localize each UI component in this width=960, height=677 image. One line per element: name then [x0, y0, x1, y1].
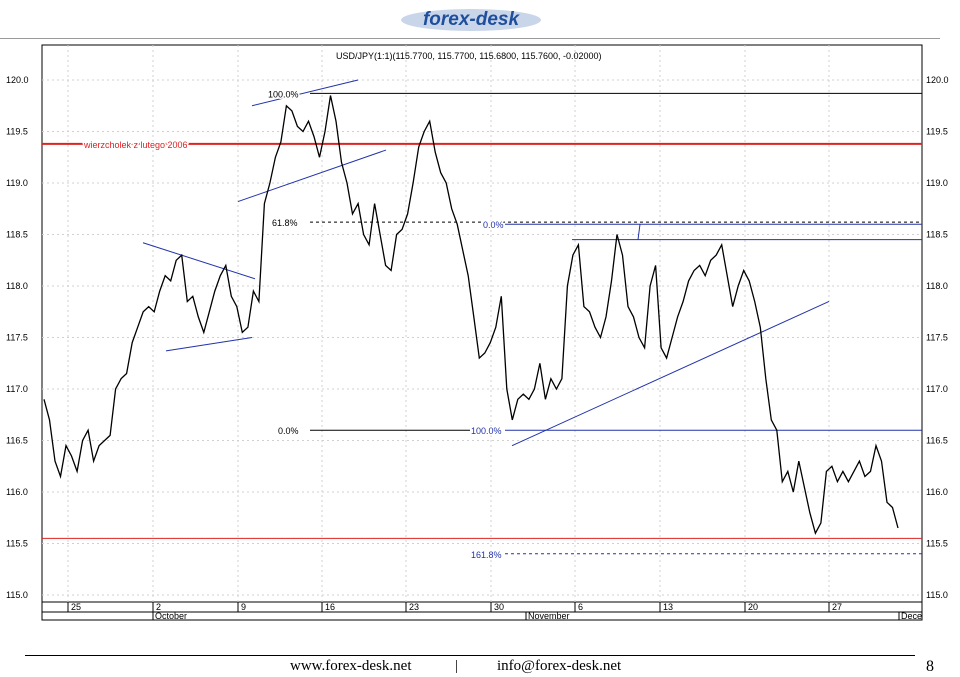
y-tick-label-right: 115.5: [926, 539, 948, 549]
y-tick-label-right: 118.0: [926, 281, 948, 291]
annotation-label: 161.8%: [471, 550, 502, 560]
y-tick-label-right: 116.0: [926, 487, 948, 497]
annotation-label: 100.0%: [471, 426, 502, 436]
month-label: Dece: [901, 611, 922, 621]
rising-support-trendline: [511, 300, 830, 447]
x-tick-label: 13: [663, 602, 673, 612]
footer-separator: |: [455, 658, 459, 674]
annotation-label: 0.0%: [278, 426, 299, 436]
footer-website[interactable]: www.forex-desk.net: [290, 658, 412, 674]
x-tick-label: 20: [748, 602, 758, 612]
plot-frame: [41, 44, 923, 621]
x-tick-label: 6: [578, 602, 583, 612]
header-rule: [0, 38, 940, 39]
y-tick-label-left: 117.5: [6, 333, 28, 343]
footer-email[interactable]: info@forex-desk.net: [497, 658, 622, 674]
peak-marker: [637, 224, 641, 240]
x-tick-label: 25: [71, 602, 81, 612]
y-tick-label-left: 118.5: [6, 230, 28, 240]
annotation-label: 61.8%: [272, 218, 298, 228]
y-tick-label-right: 119.5: [926, 127, 948, 137]
y-tick-label-right: 115.0: [926, 590, 948, 600]
y-tick-label-left: 116.5: [6, 436, 28, 446]
y-tick-label-right: 117.5: [926, 333, 948, 343]
forex-desk-logo: forex-desk: [401, 9, 541, 31]
annotation-label: 0.0%: [483, 220, 504, 230]
x-tick-label: 27: [832, 602, 842, 612]
price-line: [43, 95, 899, 535]
x-tick-label: 16: [325, 602, 335, 612]
x-tick-label: 23: [409, 602, 419, 612]
logo-text: forex-desk: [423, 9, 521, 30]
y-tick-label-right: 116.5: [926, 436, 948, 446]
y-tick-label-left: 117.0: [6, 384, 28, 394]
y-tick-label-right: 119.0: [926, 178, 948, 188]
y-tick-label-left: 115.0: [6, 590, 28, 600]
channel-upper-trendline: [251, 79, 359, 107]
month-label: November: [528, 611, 570, 621]
y-tick-label-left: 119.0: [6, 178, 28, 188]
annotation-label: wierzcholek z lutego 2006: [83, 140, 188, 150]
y-tick-label-left: 118.0: [6, 281, 28, 291]
usdjpy-chart: 115.0 115.0 115.5 115.5 116.0 116.0 116.5 116.5…: [6, 44, 949, 621]
triangle-upper-trendline: [142, 242, 256, 280]
annotation-label: 100.0%: [268, 89, 299, 99]
footer-rule: [25, 655, 915, 656]
x-tick-label: 9: [241, 602, 246, 612]
x-tick-label: 30: [494, 602, 504, 612]
y-tick-label-right: 118.5: [926, 230, 948, 240]
y-tick-label-left: 116.0: [6, 487, 28, 497]
chart-title: USD/JPY(1:1)(115.7700, 115.7700, 115.680…: [336, 51, 602, 61]
y-tick-label-left: 119.5: [6, 127, 28, 137]
x-tick-label: 2: [156, 602, 161, 612]
y-tick-label-left: 120.0: [6, 75, 29, 85]
triangle-lower-trendline: [165, 337, 253, 352]
y-tick-label-left: 115.5: [6, 539, 28, 549]
y-tick-label-right: 117.0: [926, 384, 948, 394]
page-number: 8: [926, 658, 934, 675]
logo-swoosh: [401, 9, 541, 31]
month-label: October: [155, 611, 187, 621]
y-tick-label-right: 120.0: [926, 75, 949, 85]
channel-lower-trendline: [237, 149, 387, 203]
